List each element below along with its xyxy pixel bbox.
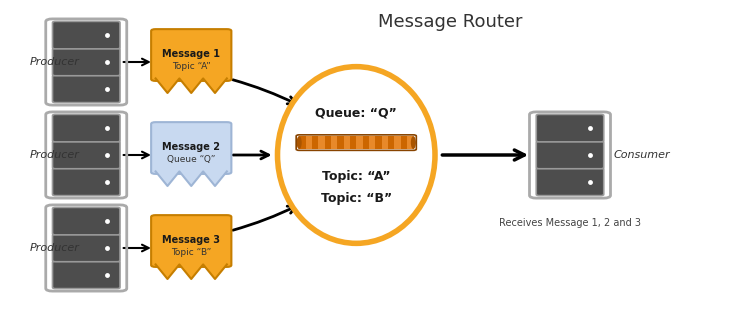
Bar xyxy=(407,136,413,149)
FancyBboxPatch shape xyxy=(536,141,604,169)
Ellipse shape xyxy=(278,67,435,243)
Polygon shape xyxy=(156,264,227,279)
Text: Producer: Producer xyxy=(30,243,80,253)
Polygon shape xyxy=(156,171,227,186)
FancyBboxPatch shape xyxy=(53,75,120,103)
Bar xyxy=(362,136,369,149)
Bar xyxy=(338,136,344,149)
FancyBboxPatch shape xyxy=(151,215,231,267)
Bar xyxy=(350,136,356,149)
Bar xyxy=(305,136,312,149)
Text: Producer: Producer xyxy=(30,150,80,160)
Text: Message 3: Message 3 xyxy=(162,235,220,245)
FancyBboxPatch shape xyxy=(53,234,120,262)
Text: Producer: Producer xyxy=(30,57,80,67)
Bar xyxy=(388,136,394,149)
Text: Message 2: Message 2 xyxy=(162,142,220,152)
FancyBboxPatch shape xyxy=(53,168,120,196)
Bar xyxy=(400,136,407,149)
FancyBboxPatch shape xyxy=(53,48,120,76)
Bar xyxy=(318,136,325,149)
Text: Receives Message 1, 2 and 3: Receives Message 1, 2 and 3 xyxy=(499,218,641,228)
FancyBboxPatch shape xyxy=(53,21,120,49)
Bar xyxy=(356,136,362,149)
FancyBboxPatch shape xyxy=(151,29,231,81)
Bar xyxy=(344,136,350,149)
FancyBboxPatch shape xyxy=(53,114,120,142)
FancyBboxPatch shape xyxy=(53,141,120,169)
Bar xyxy=(325,136,331,149)
Bar xyxy=(369,136,375,149)
FancyBboxPatch shape xyxy=(53,207,120,235)
FancyBboxPatch shape xyxy=(151,122,231,174)
Text: Topic “A”: Topic “A” xyxy=(172,62,211,71)
Bar xyxy=(312,136,318,149)
Bar xyxy=(299,136,305,149)
Bar xyxy=(394,136,400,149)
FancyBboxPatch shape xyxy=(536,168,604,196)
Text: Topic: “A”: Topic: “A” xyxy=(322,170,391,183)
Text: Queue “Q”: Queue “Q” xyxy=(167,155,215,164)
Ellipse shape xyxy=(296,136,302,149)
Polygon shape xyxy=(156,78,227,93)
Text: Topic: “B”: Topic: “B” xyxy=(321,192,392,205)
Text: Queue: “Q”: Queue: “Q” xyxy=(315,107,398,120)
Bar xyxy=(382,136,388,149)
Text: Message 1: Message 1 xyxy=(162,49,220,59)
Bar xyxy=(375,136,382,149)
Text: Message Router: Message Router xyxy=(378,13,522,31)
Text: Consumer: Consumer xyxy=(614,150,670,160)
FancyBboxPatch shape xyxy=(53,261,120,289)
Ellipse shape xyxy=(411,136,416,149)
Text: Topic “B”: Topic “B” xyxy=(171,248,211,257)
Bar xyxy=(331,136,338,149)
FancyBboxPatch shape xyxy=(536,114,604,142)
